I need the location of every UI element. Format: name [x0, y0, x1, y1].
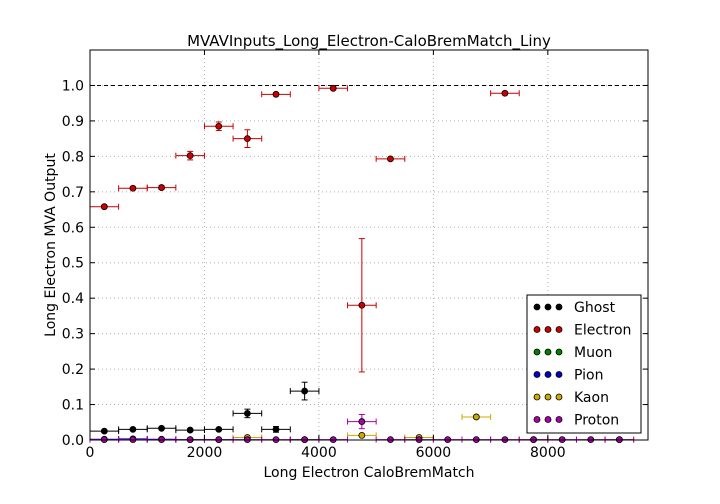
data-point — [158, 184, 165, 191]
data-point — [243, 410, 251, 417]
legend-marker — [555, 348, 563, 356]
legend-entry-proton: Proton — [533, 413, 619, 429]
y-axis-label: Long Electron MVA Output — [43, 153, 59, 337]
y-tick-label: 0.8 — [62, 149, 84, 165]
legend-marker — [544, 393, 552, 401]
legend-box — [526, 294, 642, 434]
legend-label: Electron — [574, 323, 631, 339]
y-tick-label: 0.0 — [62, 433, 84, 449]
x-tick-label: 4000 — [301, 445, 337, 461]
legend-label: Muon — [574, 345, 612, 361]
x-tick-label: 2000 — [187, 445, 223, 461]
x-tick-label: 6000 — [416, 445, 452, 461]
axis-ticks: 0 2000 4000 6000 8000 0.0 0.1 0.2 0.3 0.4 0.5 0.6 0.… — [62, 50, 648, 461]
data-point — [472, 413, 480, 421]
y-tick-label: 1.0 — [62, 78, 84, 94]
data-point — [243, 135, 251, 143]
data-point — [158, 424, 165, 432]
legend-marker — [544, 416, 552, 423]
data-point — [387, 155, 394, 163]
legend-label: Kaon — [574, 390, 609, 406]
legend-label: Proton — [574, 413, 619, 429]
series-ghost — [89, 381, 320, 435]
y-tick-label: 0.6 — [62, 220, 84, 236]
legend-marker — [533, 371, 541, 378]
legend-marker — [555, 393, 563, 401]
legend-entry-ghost: Ghost — [533, 300, 616, 316]
data-point — [358, 431, 366, 439]
y-tick-label: 0.2 — [62, 362, 84, 378]
data-point — [129, 184, 137, 192]
y-tick-label: 0.9 — [62, 114, 84, 130]
data-point — [272, 90, 280, 98]
y-tick-label: 0.7 — [62, 185, 84, 201]
data-point — [358, 418, 366, 425]
data-point — [501, 89, 509, 97]
data-point — [100, 427, 108, 435]
legend-marker — [533, 326, 541, 333]
legend-entry-muon: Muon — [533, 345, 612, 361]
y-tick-label: 0.1 — [62, 398, 84, 414]
series-electron — [89, 84, 520, 373]
legend-marker — [533, 416, 541, 423]
data-point — [186, 152, 194, 160]
data-point — [215, 122, 223, 130]
legend-marker — [555, 326, 563, 333]
legend-entry-kaon: Kaon — [533, 390, 609, 406]
x-tick-label: 0 — [86, 445, 95, 461]
x-axis-label: Long Electron CaloBremMatch — [263, 465, 474, 481]
y-tick-label: 0.3 — [62, 327, 84, 343]
data-point — [272, 425, 280, 433]
data-point — [215, 425, 223, 433]
legend-marker — [544, 326, 552, 333]
legend: Ghost Electron Muon Pion Kaon Proton — [526, 294, 642, 434]
legend-marker — [555, 416, 563, 423]
legend-marker — [533, 348, 541, 356]
legend-marker — [533, 393, 541, 401]
data-point — [301, 387, 309, 395]
data-point — [186, 426, 194, 434]
data-point — [329, 84, 337, 92]
data-point — [358, 301, 366, 309]
data-point — [129, 425, 137, 433]
plot-frame — [89, 49, 649, 441]
chart-title: MVAVInputs_Long_Electron-CaloBremMatch_L… — [187, 32, 551, 51]
legend-marker — [544, 371, 552, 378]
legend-label: Pion — [574, 368, 603, 384]
legend-marker — [544, 348, 552, 356]
legend-label: Ghost — [574, 300, 616, 316]
legend-marker — [555, 303, 563, 311]
x-tick-label: 8000 — [530, 445, 566, 461]
y-tick-label: 0.4 — [62, 291, 84, 307]
data-point — [100, 203, 108, 211]
legend-marker — [544, 303, 552, 311]
legend-marker — [533, 303, 541, 311]
legend-entry-pion: Pion — [533, 368, 603, 384]
y-tick-label: 0.5 — [62, 256, 84, 272]
legend-entry-electron: Electron — [533, 323, 631, 339]
legend-marker — [555, 371, 563, 378]
